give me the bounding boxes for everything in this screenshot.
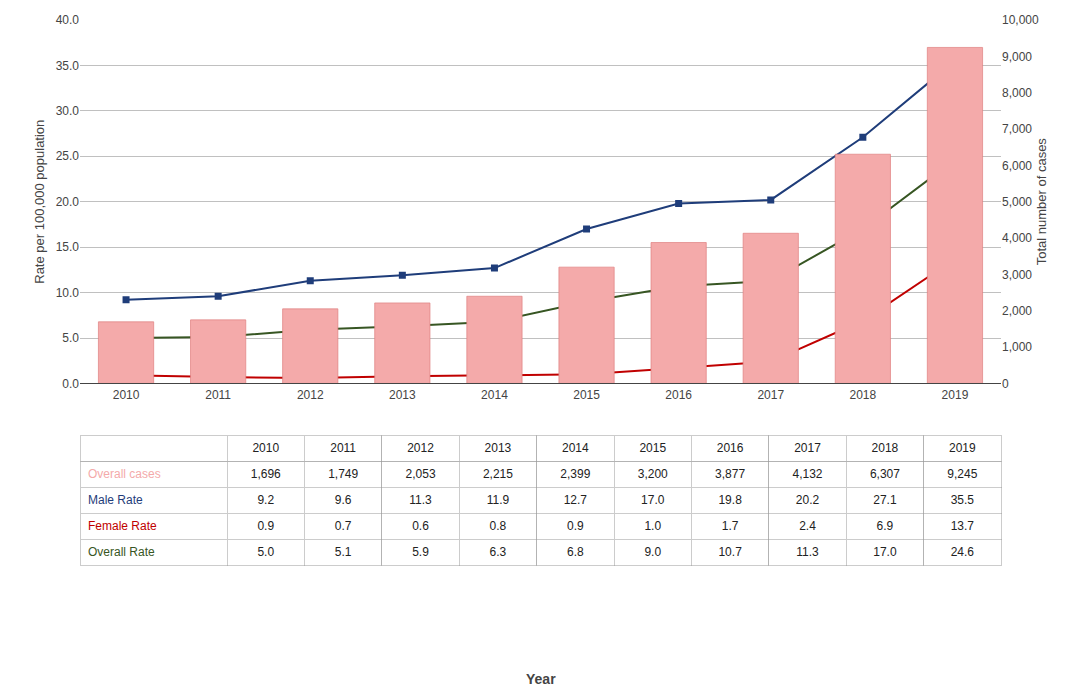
- svg-text:Year: Year: [526, 671, 556, 687]
- svg-text:Overall cases: Overall cases: [88, 467, 161, 481]
- svg-text:2019: 2019: [949, 441, 976, 455]
- svg-text:2,399: 2,399: [560, 467, 590, 481]
- svg-text:1,749: 1,749: [328, 467, 358, 481]
- svg-text:12.7: 12.7: [564, 493, 588, 507]
- svg-text:6,000: 6,000: [1002, 159, 1032, 173]
- svg-text:Overall Rate: Overall Rate: [88, 545, 155, 559]
- svg-text:6.3: 6.3: [490, 545, 507, 559]
- svg-text:17.0: 17.0: [873, 545, 897, 559]
- svg-text:11.9: 11.9: [487, 493, 510, 507]
- svg-text:35.0: 35.0: [56, 59, 80, 73]
- svg-text:1.0: 1.0: [644, 519, 661, 533]
- svg-text:6.9: 6.9: [877, 519, 894, 533]
- svg-text:2014: 2014: [562, 441, 589, 455]
- svg-text:2017: 2017: [757, 388, 784, 402]
- svg-text:2,215: 2,215: [483, 467, 513, 481]
- svg-text:0.8: 0.8: [490, 519, 507, 533]
- svg-text:3,000: 3,000: [1002, 268, 1032, 282]
- svg-text:17.0: 17.0: [641, 493, 665, 507]
- svg-text:Total number of cases: Total number of cases: [1034, 138, 1049, 266]
- svg-text:4,000: 4,000: [1002, 231, 1032, 245]
- svg-text:0.9: 0.9: [257, 519, 274, 533]
- svg-text:3,200: 3,200: [638, 467, 668, 481]
- svg-text:0.0: 0.0: [62, 377, 79, 391]
- svg-text:0: 0: [1002, 377, 1009, 391]
- svg-text:9.0: 9.0: [644, 545, 661, 559]
- svg-text:5.1: 5.1: [335, 545, 352, 559]
- svg-text:Male Rate: Male Rate: [88, 493, 143, 507]
- svg-text:2013: 2013: [485, 441, 512, 455]
- svg-text:20.2: 20.2: [796, 493, 820, 507]
- svg-text:2012: 2012: [297, 388, 324, 402]
- svg-text:4,132: 4,132: [792, 467, 822, 481]
- svg-text:11.3: 11.3: [409, 493, 432, 507]
- svg-text:30.0: 30.0: [56, 104, 80, 118]
- svg-text:15.0: 15.0: [56, 240, 80, 254]
- svg-text:9,245: 9,245: [947, 467, 977, 481]
- svg-text:2018: 2018: [872, 441, 899, 455]
- svg-text:2011: 2011: [205, 388, 231, 402]
- svg-text:Rate per 100,000 population: Rate per 100,000 population: [32, 120, 47, 284]
- svg-text:2012: 2012: [407, 441, 434, 455]
- svg-text:0.6: 0.6: [412, 519, 429, 533]
- svg-text:24.6: 24.6: [951, 545, 975, 559]
- svg-text:Female Rate: Female Rate: [88, 519, 157, 533]
- svg-text:2016: 2016: [717, 441, 744, 455]
- svg-text:6.8: 6.8: [567, 545, 584, 559]
- svg-text:2,053: 2,053: [406, 467, 436, 481]
- svg-text:0.7: 0.7: [335, 519, 352, 533]
- svg-text:2010: 2010: [113, 388, 140, 402]
- svg-text:1,000: 1,000: [1002, 340, 1032, 354]
- svg-text:0.9: 0.9: [567, 519, 584, 533]
- svg-text:2011: 2011: [330, 441, 356, 455]
- svg-text:25.0: 25.0: [56, 149, 80, 163]
- svg-text:5,000: 5,000: [1002, 195, 1032, 209]
- svg-text:2015: 2015: [573, 388, 600, 402]
- svg-text:10.0: 10.0: [56, 286, 80, 300]
- svg-text:1,696: 1,696: [251, 467, 281, 481]
- svg-text:9.6: 9.6: [335, 493, 352, 507]
- svg-text:13.7: 13.7: [951, 519, 975, 533]
- svg-text:2010: 2010: [252, 441, 279, 455]
- svg-text:5.0: 5.0: [62, 331, 79, 345]
- svg-text:35.5: 35.5: [951, 493, 975, 507]
- svg-text:2018: 2018: [849, 388, 876, 402]
- svg-text:2016: 2016: [665, 388, 692, 402]
- svg-text:8,000: 8,000: [1002, 86, 1032, 100]
- svg-text:9.2: 9.2: [257, 493, 274, 507]
- svg-text:1.7: 1.7: [722, 519, 739, 533]
- svg-text:10.7: 10.7: [718, 545, 742, 559]
- svg-text:27.1: 27.1: [873, 493, 897, 507]
- svg-text:2014: 2014: [481, 388, 508, 402]
- svg-text:2019: 2019: [942, 388, 969, 402]
- svg-text:20.0: 20.0: [56, 195, 80, 209]
- svg-text:40.0: 40.0: [56, 13, 80, 27]
- svg-text:5.0: 5.0: [257, 545, 274, 559]
- svg-text:2,000: 2,000: [1002, 304, 1032, 318]
- svg-text:7,000: 7,000: [1002, 122, 1032, 136]
- svg-text:2015: 2015: [639, 441, 666, 455]
- svg-text:2017: 2017: [794, 441, 821, 455]
- svg-text:10,000: 10,000: [1002, 13, 1039, 27]
- svg-text:6,307: 6,307: [870, 467, 900, 481]
- svg-text:2013: 2013: [389, 388, 416, 402]
- svg-text:9,000: 9,000: [1002, 50, 1032, 64]
- svg-text:11.3: 11.3: [796, 545, 819, 559]
- svg-text:5.9: 5.9: [412, 545, 429, 559]
- svg-text:19.8: 19.8: [718, 493, 742, 507]
- svg-text:2.4: 2.4: [799, 519, 816, 533]
- svg-text:3,877: 3,877: [715, 467, 745, 481]
